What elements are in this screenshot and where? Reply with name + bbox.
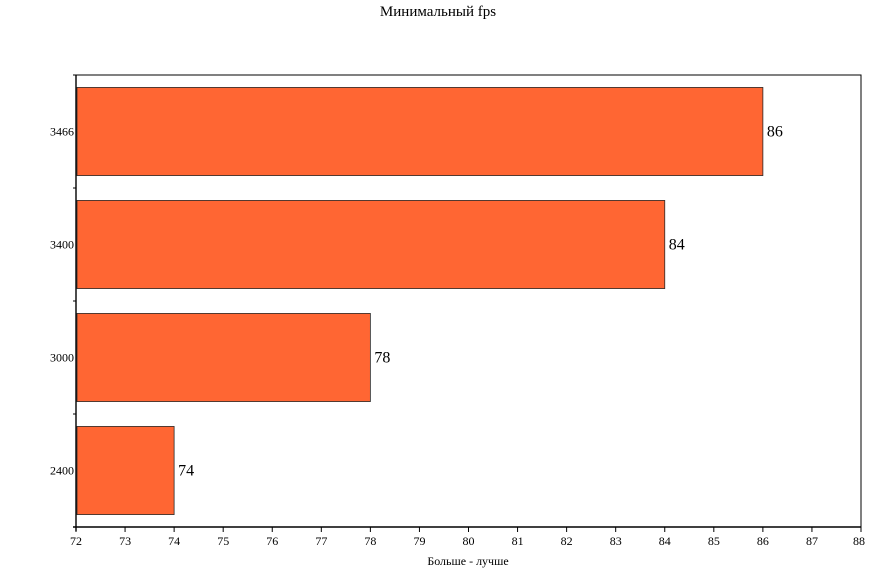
x-axis-label: Больше - лучше [427,554,508,568]
x-tick-label-85: 85 [708,534,720,548]
y-tick-label-2400: 2400 [50,464,74,478]
data-label-3466: 86 [767,124,783,141]
bar-2400 [76,426,175,515]
y-axis: 3466 3400 3000 2400 [50,74,77,531]
x-tick-label-79: 79 [413,534,425,548]
data-label-3400: 84 [669,237,685,254]
x-axis: 72 73 74 75 76 77 78 79 80 81 82 83 84 85 86 87 88 [70,526,865,548]
x-tick-label-73: 73 [119,534,131,548]
x-tick-label-80: 80 [463,534,475,548]
x-tick-label-72: 72 [70,534,82,548]
x-tick-label-86: 86 [757,534,769,548]
x-tick-label-83: 83 [610,534,622,548]
x-tick-label-74: 74 [168,534,180,548]
x-tick-label-77: 77 [315,534,327,548]
x-tick-label-87: 87 [806,534,818,548]
x-tick-label-76: 76 [266,534,278,548]
x-tick-label-88: 88 [853,534,865,548]
x-tick-label-81: 81 [512,534,524,548]
y-tick-label-3400: 3400 [50,238,74,252]
data-label-2400: 74 [178,463,194,480]
x-tick-label-78: 78 [364,534,376,548]
x-tick-label-82: 82 [561,534,573,548]
data-label-3000: 78 [374,350,390,367]
x-tick-label-75: 75 [217,534,229,548]
bar-3400 [76,200,666,289]
x-tick-label-84: 84 [659,534,671,548]
bar-3466 [76,87,764,176]
y-tick-label-3000: 3000 [50,351,74,365]
bar-3000 [76,313,371,402]
bars-layer: 86 84 78 74 [76,87,783,515]
y-tick-label-3466: 3466 [50,125,74,139]
chart-title: Минимальный fps [380,4,496,20]
